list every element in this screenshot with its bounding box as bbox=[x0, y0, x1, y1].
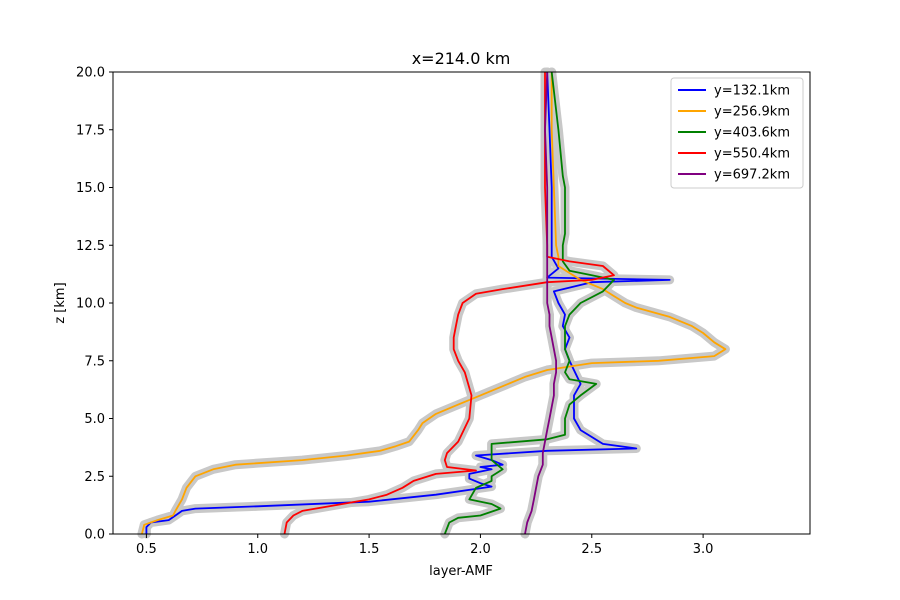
y-axis-ticks: 0.0 2.5 5.0 7.5 10.0 12.5 15.0 17.5 20.0 bbox=[76, 66, 113, 543]
x-tick-label: 0.5 bbox=[136, 542, 157, 557]
legend-box bbox=[670, 77, 804, 189]
x-axis-ticks: 0.5 1.0 1.5 2.0 2.5 3.0 bbox=[136, 534, 713, 557]
chart-title: x=214.0 km bbox=[412, 49, 511, 68]
legend: y=132.1km y=256.9km y=403.6km y=550.4km y=69… bbox=[670, 77, 804, 189]
x-tick-label: 2.5 bbox=[581, 542, 602, 557]
y-tick-label: 0.0 bbox=[84, 528, 105, 543]
series-line-1 bbox=[145, 71, 671, 534]
legend-label-1: y=132.1km bbox=[714, 84, 790, 99]
y-tick-label: 12.5 bbox=[76, 239, 105, 254]
y-tick-label: 17.5 bbox=[76, 123, 105, 138]
y-tick-label: 20.0 bbox=[76, 66, 105, 81]
x-tick-label: 3.0 bbox=[693, 542, 714, 557]
x-tick-label: 2.0 bbox=[470, 542, 491, 557]
x-axis-label: layer-AMF bbox=[429, 564, 493, 579]
x-tick-label: 1.5 bbox=[359, 542, 380, 557]
x-tick-label: 1.0 bbox=[247, 542, 268, 557]
series-line-5 bbox=[524, 71, 557, 535]
legend-label-2: y=256.9km bbox=[714, 105, 790, 120]
y-tick-label: 15.0 bbox=[76, 181, 105, 196]
y-axis-label: z [km] bbox=[53, 282, 68, 323]
legend-label-4: y=550.4km bbox=[714, 147, 790, 162]
series-line-4 bbox=[283, 72, 615, 535]
series-line-3 bbox=[443, 71, 615, 535]
y-tick-label: 10.0 bbox=[76, 297, 105, 312]
series-lines bbox=[141, 71, 727, 535]
legend-label-3: y=403.6km bbox=[714, 126, 790, 141]
legend-label-5: y=697.2km bbox=[714, 168, 790, 183]
y-tick-label: 5.0 bbox=[84, 412, 105, 427]
y-tick-label: 7.5 bbox=[84, 354, 105, 369]
y-tick-label: 2.5 bbox=[84, 470, 105, 485]
